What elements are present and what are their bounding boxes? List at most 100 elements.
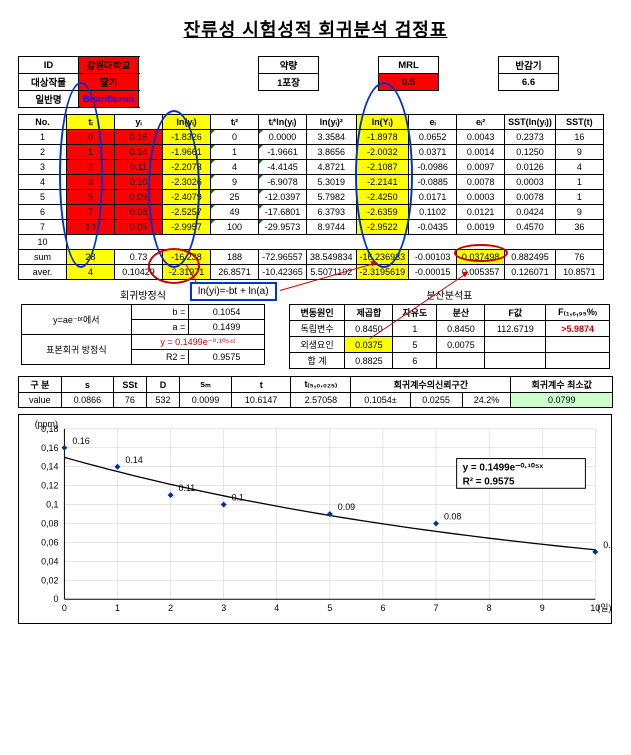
stats-h3: D — [146, 377, 179, 393]
cell: 49 — [211, 205, 259, 220]
stats-v7: 0.1054± — [351, 393, 410, 408]
col-hdr-3: ln(yᵢ) — [163, 115, 211, 130]
stats-h5: t — [231, 377, 290, 393]
stats-h2: SSt — [113, 377, 146, 393]
anova-r1-4: 112.6719 — [485, 321, 546, 337]
aver-row-c11: 10.8571 — [555, 265, 603, 280]
aver-row-c4: 26.8571 — [211, 265, 259, 280]
label-dose: 약량 — [259, 57, 319, 74]
cell: -2.2141 — [356, 175, 409, 190]
cell: -1.8326 — [163, 130, 211, 145]
anova-h0: 변동원인 — [289, 305, 345, 321]
anova-h1: 제곱합 — [345, 305, 393, 321]
anova-r2-5 — [546, 337, 610, 353]
cell: 0.4570 — [505, 220, 556, 235]
stats-h7: 회귀계수의신뢰구간 — [351, 377, 511, 393]
sum-row-c3: -16.238 — [163, 250, 211, 265]
svg-text:7: 7 — [434, 603, 439, 613]
sum-row-c0: sum — [19, 250, 67, 265]
cell: 0.0003 — [505, 175, 556, 190]
cell: 2 — [67, 160, 115, 175]
anova-r3-3 — [437, 353, 485, 369]
cell: 36 — [555, 220, 603, 235]
cell: -2.2073 — [163, 160, 211, 175]
reg-line-label: 표본회귀 방정식 — [22, 335, 132, 365]
cell: 6 — [19, 205, 67, 220]
col-hdr-10: SST(ln(yᵢ)) — [505, 115, 556, 130]
anova-r3-1: 0.8825 — [345, 353, 393, 369]
cell: 0.0078 — [505, 190, 556, 205]
b-val: 0.1054 — [189, 305, 265, 320]
cell: 3.8656 — [307, 145, 357, 160]
sum-row-c5: -72.96557 — [259, 250, 307, 265]
cell: 0 — [211, 130, 259, 145]
cell: 1 — [555, 190, 603, 205]
anova-h5: F₍₁,₆,₉₅%₎ — [546, 305, 610, 321]
svg-text:0.14: 0.14 — [125, 455, 142, 465]
b-label: b = — [131, 305, 189, 320]
cell: 2 — [19, 145, 67, 160]
cell: -1.9661 — [259, 145, 307, 160]
svg-text:0.09: 0.09 — [338, 502, 355, 512]
stats-v1: 0.0866 — [61, 393, 113, 408]
stats-h6: t₍₅,₀.₀₂₅₎ — [291, 377, 351, 393]
cell: 0.14 — [115, 145, 163, 160]
cell: 7 — [19, 220, 67, 235]
cell: 0.0126 — [505, 160, 556, 175]
anova-r1-3: 0.8450 — [437, 321, 485, 337]
cell: -0.0435 — [409, 220, 457, 235]
anova-h3: 분산 — [437, 305, 485, 321]
anova-r2-0: 외생요인 — [289, 337, 345, 353]
svg-text:R² = 0.9575: R² = 0.9575 — [463, 476, 515, 487]
label-id: ID — [19, 57, 79, 74]
svg-text:0,06: 0,06 — [41, 537, 58, 547]
sum-row-c9: 0.037498 — [457, 250, 505, 265]
val-crop: 딸기 — [79, 74, 139, 91]
stats-v10: 0.0799 — [511, 393, 613, 408]
cell: 3.3584 — [307, 130, 357, 145]
cell: 0.08 — [115, 205, 163, 220]
cell: 100 — [211, 220, 259, 235]
val-id: 강원대학교 — [79, 57, 139, 74]
label-name: 일반명 — [19, 91, 79, 108]
a-label: a = — [131, 320, 189, 335]
data-table: No.tᵢyᵢln(yᵢ)tᵢ²tᵢ*ln(yᵢ)ln(yᵢ)²ln(Yᵢ)eᵢ… — [18, 114, 604, 280]
cell: -0.0885 — [409, 175, 457, 190]
col-hdr-2: yᵢ — [115, 115, 163, 130]
svg-text:0,02: 0,02 — [41, 575, 58, 585]
cell: 0.16 — [115, 130, 163, 145]
aver-row-c1: 4 — [67, 265, 115, 280]
cell: 4.8721 — [307, 160, 357, 175]
col-hdr-7: ln(Yᵢ) — [356, 115, 409, 130]
cell: -17.6801 — [259, 205, 307, 220]
r2-label: R2 = — [131, 350, 189, 365]
cell: 9 — [211, 175, 259, 190]
cell: 5 — [19, 190, 67, 205]
cell: -2.9522 — [356, 220, 409, 235]
cell: 0.0000 — [259, 130, 307, 145]
cell: 0.0078 — [457, 175, 505, 190]
cell: 5 — [67, 190, 115, 205]
svg-text:y = 0.1499e⁻⁰·¹⁰⁵ˣ: y = 0.1499e⁻⁰·¹⁰⁵ˣ — [463, 462, 544, 473]
svg-text:6: 6 — [380, 603, 385, 613]
sum-row-c7: -16.236933 — [356, 250, 409, 265]
cell: 0.2373 — [505, 130, 556, 145]
cell: 0.1102 — [409, 205, 457, 220]
anova-r2-2: 5 — [393, 337, 437, 353]
anova-r2-3: 0.0075 — [437, 337, 485, 353]
stats-h0: 구 분 — [19, 377, 62, 393]
svg-text:0,14: 0,14 — [41, 462, 58, 472]
cell: 9 — [555, 145, 603, 160]
val-half: 6.6 — [499, 74, 559, 91]
anova-r3-5 — [546, 353, 610, 369]
anova-r3-4 — [485, 353, 546, 369]
decay-chart: 00,020,040,060,080,10,120,140,160,180123… — [18, 414, 612, 624]
col-hdr-9: eᵢ² — [457, 115, 505, 130]
cell: 1 — [67, 145, 115, 160]
val-mrl: 0.5 — [379, 74, 439, 91]
cell: 5.3019 — [307, 175, 357, 190]
col-hdr-6: ln(yᵢ)² — [307, 115, 357, 130]
cell: -2.4250 — [356, 190, 409, 205]
cell: -6.9078 — [259, 175, 307, 190]
sum-row-c6: 38.549834 — [307, 250, 357, 265]
